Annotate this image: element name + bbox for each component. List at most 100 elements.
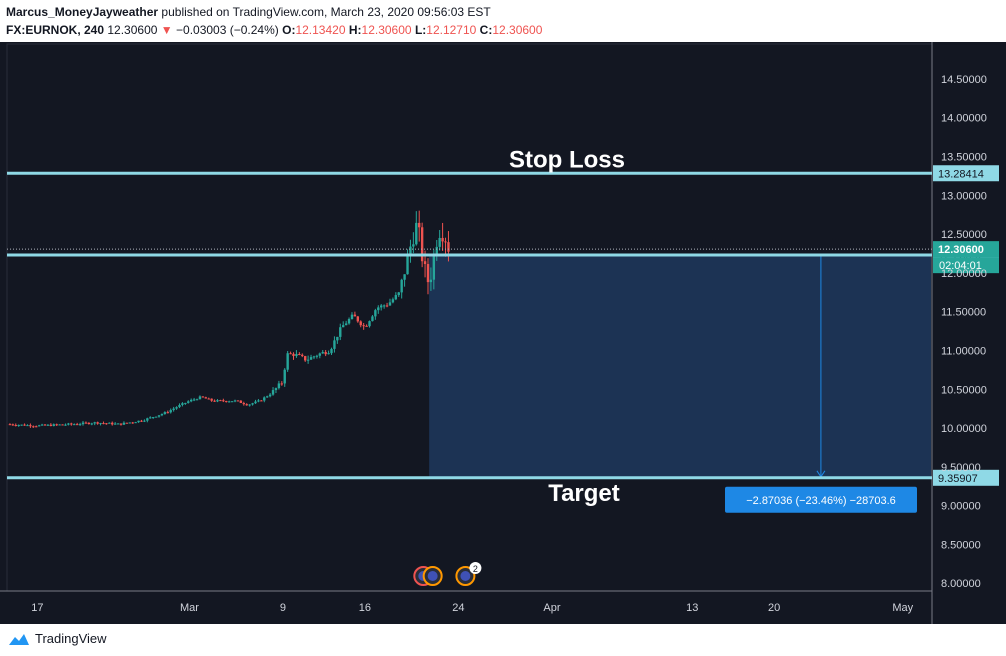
candle-body (406, 254, 409, 275)
candle-body (125, 422, 129, 424)
high-value: 12.30600 (361, 23, 412, 37)
candle-body (90, 423, 93, 425)
candle-body (371, 316, 374, 322)
candle-body (201, 396, 205, 398)
y-tick-label: 11.00000 (941, 345, 986, 357)
candle-body (251, 403, 254, 405)
candle-body (151, 417, 155, 419)
candle-body (198, 396, 202, 400)
stop-loss-annotation: Stop Loss (509, 146, 625, 173)
x-tick-label: May (892, 602, 913, 614)
candle-body (187, 401, 190, 403)
candle-body (397, 292, 400, 296)
symbol-label[interactable]: FX:EURNOK, 240 (6, 23, 105, 37)
position-stats-label: −2.87036 (−23.46%) −28703.6 (746, 495, 896, 507)
brand-label: TradingView (35, 631, 107, 646)
candle-body (157, 415, 161, 417)
candle-body (277, 383, 281, 389)
candle-body (239, 400, 243, 403)
low-label: L: (414, 23, 427, 37)
tradingview-brand[interactable]: TradingView (8, 631, 107, 646)
event-flag-icon (460, 571, 471, 581)
y-tick-label: 10.50000 (941, 384, 987, 396)
candle-body (441, 237, 444, 242)
candle-body (140, 420, 143, 422)
candle-body (111, 422, 114, 425)
candle-body (429, 279, 433, 283)
candle-body (81, 422, 85, 425)
x-tick-label: 17 (31, 602, 43, 614)
candle-body (11, 424, 15, 426)
high-label: H: (348, 23, 362, 37)
x-tick-label: 16 (359, 602, 371, 614)
last-price: 12.30600 (107, 23, 158, 37)
candle-body (280, 383, 284, 385)
x-tick-label: 9 (280, 602, 286, 614)
candle-body (330, 348, 333, 354)
candle-body (189, 399, 193, 402)
candle-body (67, 423, 70, 425)
candle-body (286, 353, 289, 370)
chart-header: Marcus_MoneyJayweather published on Trad… (0, 0, 1006, 42)
candle-body (435, 246, 438, 256)
candle-body (301, 354, 304, 357)
candle-body (37, 425, 41, 427)
candle-body (347, 319, 351, 324)
x-tick-label: 24 (452, 602, 464, 614)
target-price-label: 9.35907 (938, 473, 978, 485)
publish-line: Marcus_MoneyJayweather published on Trad… (6, 5, 491, 19)
candle-body (70, 423, 73, 425)
candle-body (394, 295, 398, 300)
candle-body (368, 321, 371, 327)
author-name[interactable]: Marcus_MoneyJayweather (6, 5, 159, 19)
candle-body (113, 423, 117, 425)
last-price-tag (933, 241, 999, 258)
chart-area[interactable]: 13.2841412.230929.3590712.3060002:04:011… (0, 42, 1006, 624)
candle-body (359, 321, 362, 326)
candle-body (40, 424, 44, 426)
candle-body (163, 412, 167, 415)
candle-body (207, 398, 210, 400)
candle-body (184, 402, 187, 404)
last-price-value: 12.30600 (938, 244, 984, 256)
candle-body (283, 369, 286, 384)
candle-body (64, 424, 67, 426)
candle-body (210, 398, 213, 401)
candle-body (134, 422, 137, 424)
candle-body (181, 403, 184, 405)
candle-body (17, 424, 20, 426)
countdown-label: 02:04:01 (939, 260, 982, 272)
candle-body (84, 422, 88, 424)
candle-body (23, 424, 26, 426)
candle-body (426, 264, 430, 283)
y-tick-label: 10.00000 (941, 423, 987, 435)
candle-body (216, 400, 219, 402)
candle-body (227, 401, 231, 403)
candle-body (356, 316, 360, 322)
candle-body (306, 359, 310, 361)
y-tick-label: 11.50000 (941, 307, 986, 319)
candle-body (20, 424, 23, 426)
candle-body (377, 307, 380, 311)
price-chart[interactable]: 13.2841412.230929.3590712.3060002:04:011… (0, 42, 1006, 624)
close-value: 12.30600 (492, 23, 543, 37)
candle-body (245, 404, 248, 406)
x-tick-label: 20 (768, 602, 780, 614)
candle-body (374, 310, 377, 317)
candle-body (213, 400, 216, 402)
stop-loss-price-tag (933, 165, 999, 182)
y-tick-label: 14.50000 (941, 74, 987, 86)
event-count-badge (469, 562, 482, 574)
candle-body (321, 352, 324, 354)
open-value: 12.13420 (295, 23, 346, 37)
event-count-label: 2 (473, 564, 478, 574)
candle-body (122, 422, 126, 425)
position-stats-badge (725, 486, 917, 513)
candle-body (236, 400, 240, 402)
candle-body (447, 242, 450, 252)
candle-body (93, 422, 96, 424)
y-tick-label: 9.00000 (941, 501, 981, 513)
candle-body (268, 394, 272, 397)
target-price-tag (933, 469, 999, 486)
candle-body (119, 423, 123, 425)
